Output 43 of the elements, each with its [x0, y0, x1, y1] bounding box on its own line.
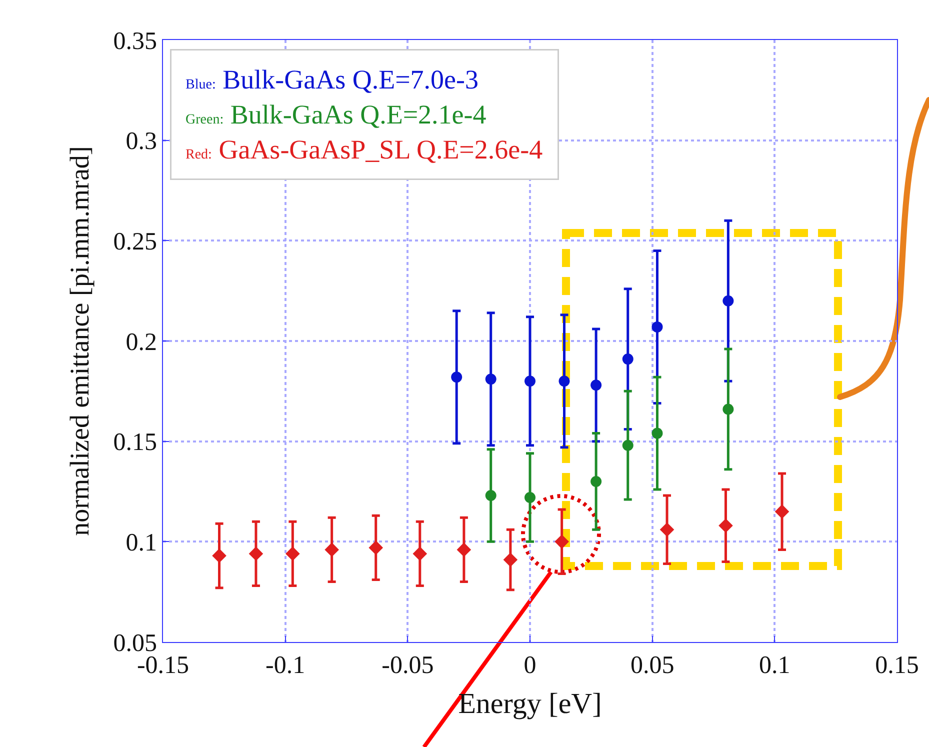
point	[212, 548, 226, 563]
x-tick-label: -0.05	[382, 652, 434, 679]
y-tick-label: 0.1	[126, 529, 157, 556]
point	[722, 295, 734, 306]
point	[368, 540, 384, 555]
text: Blue: Bulk-GaAs Q.E=7.0e-3	[186, 64, 479, 94]
point	[286, 546, 300, 561]
text: Red: GaAs-GaAsP_SL Q.E=2.6e-4	[186, 134, 544, 165]
point	[622, 354, 634, 365]
y-axis-title: normalized emittance [pi.mm.mrad]	[64, 146, 94, 536]
point	[622, 440, 634, 451]
point	[558, 376, 570, 387]
point	[652, 428, 663, 439]
y-tick-label: 0.15	[113, 429, 157, 456]
x-tick-label: -0.1	[266, 652, 306, 679]
point	[554, 534, 569, 549]
point	[722, 404, 734, 415]
point	[456, 542, 472, 557]
point	[485, 374, 496, 385]
y-tick-label: 0.25	[113, 228, 157, 256]
x-tick-label: 0.1	[759, 652, 790, 679]
point	[652, 321, 663, 332]
point	[503, 552, 518, 567]
point	[485, 490, 496, 502]
point	[660, 522, 674, 537]
x-tick-label: 0.15	[875, 652, 919, 679]
point	[324, 542, 339, 557]
point	[590, 476, 602, 487]
point	[412, 546, 428, 561]
point	[718, 518, 733, 533]
y-tick-label: 0.35	[113, 28, 157, 55]
point	[524, 376, 536, 387]
x-axis-title: Energy [eV]	[458, 688, 602, 720]
point	[248, 546, 264, 561]
y-tick-label: 0.2	[126, 328, 157, 356]
point	[774, 504, 790, 519]
point	[524, 492, 536, 504]
x-tick-label: 0.05	[630, 652, 674, 679]
y-tick-label: 0.3	[126, 128, 157, 156]
point	[451, 372, 462, 383]
text: Green: Bulk-GaAs Q.E=2.1e-4	[186, 100, 487, 130]
point	[590, 380, 602, 391]
x-tick-label: 0	[524, 652, 536, 679]
